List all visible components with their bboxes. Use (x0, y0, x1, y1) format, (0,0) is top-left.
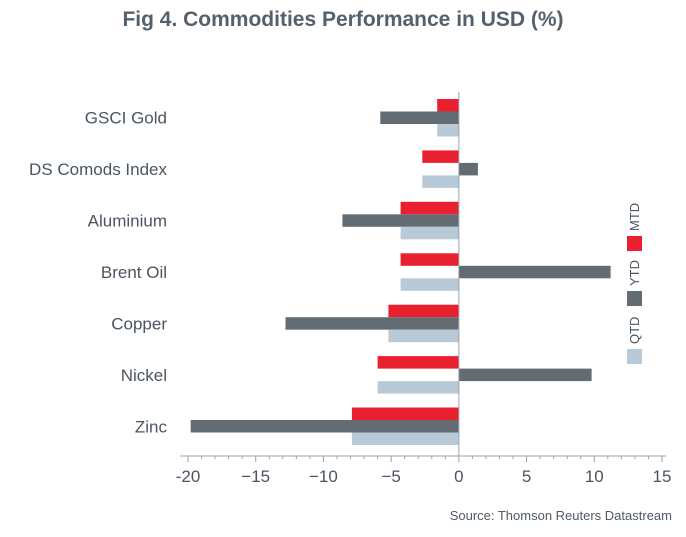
bar-mtd-zinc (351, 407, 459, 420)
category-label-ds-comods-index: DS Comods Index (29, 160, 167, 179)
bar-mtd-nickel (377, 356, 459, 369)
bar-ytd-gsci-gold (380, 111, 459, 124)
category-label-zinc: Zinc (135, 417, 168, 436)
x-tick-label: −15 (241, 467, 270, 486)
bar-qtd-gsci-gold (437, 124, 459, 137)
legend-label-ytd: YTD (627, 260, 642, 286)
bar-qtd-brent-oil (400, 278, 459, 291)
bar-mtd-brent-oil (400, 253, 459, 266)
bar-qtd-ds-comods-index (422, 175, 459, 188)
category-label-gsci-gold: GSCI Gold (85, 109, 167, 128)
legend-swatch-qtd (627, 349, 642, 364)
category-label-nickel: Nickel (121, 366, 167, 385)
axis-layer: -20 −15 −10 −5 0 5 10 15 (176, 92, 672, 486)
x-tick-label: 5 (522, 467, 531, 486)
x-tick-label: −5 (381, 467, 400, 486)
x-tick-label: -20 (176, 467, 201, 486)
bar-qtd-aluminium (400, 226, 459, 240)
category-label-aluminium: Aluminium (88, 212, 167, 231)
bar-ytd-aluminium (342, 214, 459, 227)
x-tick-label: 0 (454, 467, 463, 486)
bar-mtd-gsci-gold (437, 99, 459, 112)
bar-mtd-copper (388, 304, 459, 318)
bar-mtd-aluminium (400, 201, 459, 215)
category-label-brent-oil: Brent Oil (101, 263, 167, 282)
chart-title: Fig 4. Commodities Performance in USD (%… (122, 8, 564, 31)
bar-ytd-copper (285, 317, 459, 330)
bars-layer (190, 99, 611, 445)
labels-layer: GSCI Gold DS Comods Index Aluminium Brent O… (29, 109, 167, 437)
bar-ytd-zinc (190, 420, 459, 433)
bar-ytd-brent-oil (458, 265, 611, 279)
legend-swatch-ytd (627, 291, 642, 306)
x-tick-label: 15 (653, 467, 672, 486)
bar-ytd-nickel (458, 368, 592, 382)
x-tick-label: −10 (309, 467, 338, 486)
category-label-copper: Copper (111, 314, 167, 333)
bar-mtd-ds-comods-index (422, 150, 459, 163)
bar-qtd-copper (388, 329, 459, 343)
x-tick-label: 10 (585, 467, 604, 486)
legend-label-mtd: MTD (627, 203, 642, 231)
legend-swatch-mtd (627, 236, 642, 251)
chart-source: Source: Thomson Reuters Datastream (449, 508, 672, 523)
bar-ytd-ds-comods-index (458, 162, 478, 176)
bar-qtd-zinc (351, 432, 459, 445)
bar-qtd-nickel (377, 381, 459, 394)
legend: MTD YTD QTD (627, 203, 642, 364)
legend-label-qtd: QTD (627, 317, 642, 344)
